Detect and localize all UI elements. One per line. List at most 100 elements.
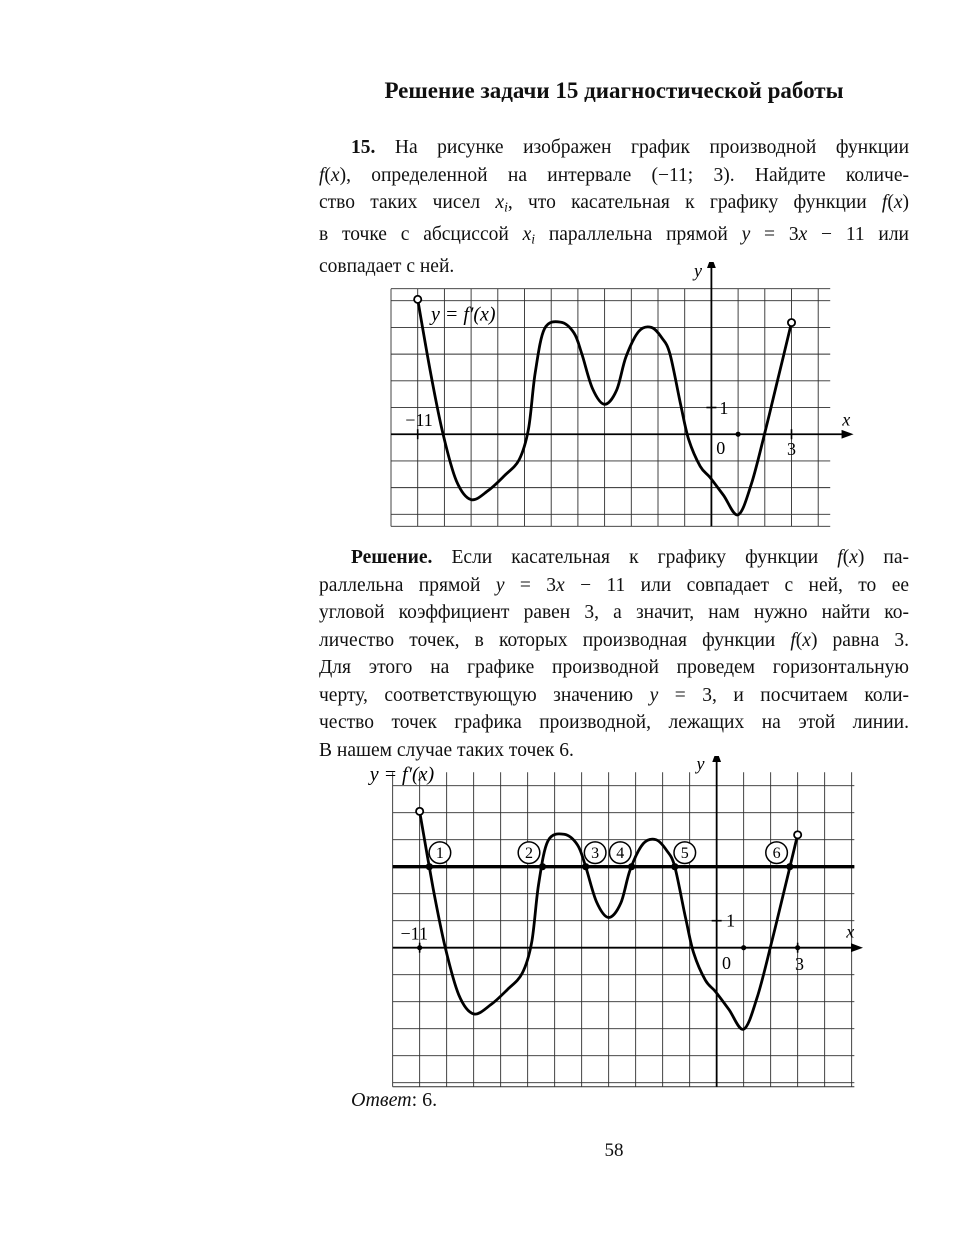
open-endpoint [413, 294, 423, 304]
graph-label: y [694, 756, 704, 774]
text-segment: ( [324, 164, 331, 186]
graph-label: 3 [787, 439, 796, 459]
text-segment: : 6. [411, 1089, 438, 1111]
graph-label: −11 [401, 924, 428, 944]
text-segment: параллельна прямой [535, 223, 742, 245]
text-segment: Решение. [351, 547, 433, 568]
text-segment: Если касательная к графику функции [432, 547, 838, 568]
axis-ticks [416, 406, 793, 440]
text-line: угловой коэффициент равен 3, а значит, н… [319, 599, 909, 627]
intersection-point [628, 863, 636, 871]
text-segment: − 11 или [807, 223, 909, 245]
text-line: Для этого на графике производной проведе… [319, 654, 909, 682]
text-segment: ( [842, 547, 850, 568]
text-segment: f [881, 192, 888, 213]
circled-point-label: 6 [765, 841, 789, 865]
text-segment: ) равна 3. [810, 629, 910, 651]
text-segment: x [330, 164, 340, 186]
text-segment: ( [795, 629, 803, 651]
axis-dot [417, 945, 423, 951]
graph-label: x [845, 921, 854, 941]
circled-point-label: 1 [428, 841, 452, 865]
text-segment: f [837, 547, 843, 568]
text-line: личество точек, в которых производная фу… [319, 627, 909, 655]
axes [391, 266, 844, 527]
open-endpoint [787, 318, 797, 328]
text-segment: = 3, и посчитаем коли- [658, 684, 909, 706]
page-number: 58 [604, 1140, 624, 1161]
derivative-curve [416, 298, 793, 517]
text-segment: угловой коэффициент равен 3, а значит, н… [319, 602, 909, 623]
answer-line: Ответ: 6. [319, 1089, 909, 1112]
text-segment: ) [902, 192, 910, 213]
text-segment: f [790, 629, 796, 651]
text-segment: f [319, 164, 325, 186]
text-segment: x [893, 192, 903, 213]
text-line: Решение. Если касательная к графику функ… [319, 544, 909, 572]
text-segment: y [649, 684, 659, 706]
intersection-point [582, 863, 590, 871]
graph-label: y = f′(x) [368, 763, 435, 785]
svg-text:4: 4 [616, 845, 624, 862]
text-segment: x [802, 629, 811, 651]
text-line: раллельна прямой y = 3x − 11 или совпада… [319, 572, 909, 600]
text-segment: x [495, 192, 505, 213]
text-segment: x [522, 223, 532, 245]
axes [392, 760, 853, 1087]
text-line: 15. На рисунке изображен график производ… [319, 134, 909, 162]
text-segment: x [798, 223, 808, 245]
axis-dot [741, 945, 747, 951]
text-segment: черту, соответствующую значению [319, 684, 650, 706]
intersection-point [425, 863, 433, 871]
graph-label: 0 [716, 438, 725, 458]
intersection-point [786, 863, 794, 871]
text-segment: раллельна прямой [319, 574, 496, 596]
graph-label: 1 [726, 911, 735, 931]
svg-text:5: 5 [681, 845, 689, 862]
text-line: черту, соответствующую значению y = 3, и… [319, 682, 909, 710]
text-segment: Для этого на графике производной проведе… [319, 657, 909, 678]
svg-text:1: 1 [436, 845, 444, 862]
graph-label: y = f′(x) [429, 304, 496, 326]
circled-point-label: 4 [608, 841, 632, 865]
solution-paragraph: Решение. Если касательная к графику функ… [319, 544, 909, 764]
derivative-curve [418, 809, 799, 1031]
graph-label: x [841, 409, 850, 429]
intersection-point [538, 863, 547, 871]
text-segment: − 11 или совпадает с ней, то ее [564, 574, 909, 596]
circled-point-label: 5 [673, 841, 697, 865]
graph-label: 1 [719, 398, 728, 418]
graph-label: y [692, 262, 702, 281]
graph-label: −11 [405, 410, 432, 430]
svg-text:6: 6 [773, 845, 781, 862]
text-segment: Ответ [351, 1089, 412, 1111]
page-heading: Решение задачи 15 диагностической работы [384, 78, 844, 103]
text-segment: = 3 [750, 223, 799, 245]
y-axis-arrow [712, 750, 722, 763]
grid-lines [392, 772, 855, 1088]
axis-dot [735, 431, 741, 437]
text-line: в точке с абсциссой xi параллельна прямо… [319, 221, 909, 253]
circled-point-label: 2 [517, 841, 541, 865]
derivative-graph-svg: y = f′(x) −11 1 0 3 x y [390, 256, 854, 527]
text-segment: , что касательная к графику функции [507, 192, 882, 213]
open-endpoint [415, 806, 425, 816]
derivative-graph: y = f′(x) −11 1 0 3 x y [387, 256, 854, 538]
text-segment: i [531, 231, 536, 247]
text-line: Ответ: 6. [319, 1089, 909, 1112]
x-axis-arrow [841, 429, 854, 439]
text-segment: ), определенной на интервале (−11; 3). Н… [339, 164, 909, 186]
text-line: В нашем случае таких точек 6. [319, 737, 909, 765]
text-segment: чество точек графика производной, лежащи… [319, 712, 909, 733]
x-axis-arrow [851, 943, 863, 953]
graph-label: 0 [722, 953, 731, 973]
text-segment: ство таких чисел [319, 192, 496, 213]
text-segment: i [504, 199, 508, 215]
text-line: чество точек графика производной, лежащи… [319, 709, 909, 737]
circled-point-label: 3 [583, 841, 607, 865]
graph-label: 3 [795, 954, 804, 974]
text-segment: y [741, 223, 751, 245]
